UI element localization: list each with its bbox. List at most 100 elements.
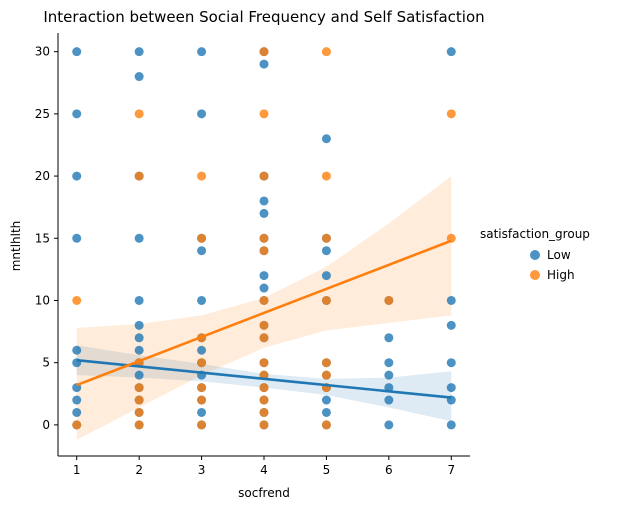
data-point-high: [259, 333, 269, 343]
data-point-high: [134, 407, 144, 417]
y-tick-label: 30: [35, 45, 50, 59]
data-point-low: [446, 358, 456, 368]
data-point-high: [197, 420, 207, 430]
data-point-high: [321, 420, 331, 430]
data-point-low: [134, 295, 144, 305]
data-point-low: [384, 370, 394, 380]
data-point-high: [321, 295, 331, 305]
legend: satisfaction_group Low High: [480, 227, 590, 282]
legend-label-high: High: [547, 268, 575, 282]
data-point-low: [384, 395, 394, 405]
data-point-high: [134, 395, 144, 405]
data-point-high: [321, 233, 331, 243]
data-point-high: [72, 295, 82, 305]
data-point-high: [197, 383, 207, 393]
data-point-low: [384, 420, 394, 430]
data-point-low: [197, 407, 207, 417]
data-point-low: [446, 383, 456, 393]
x-tick-label: 1: [73, 463, 81, 477]
legend-title: satisfaction_group: [480, 227, 590, 241]
data-point-high: [321, 171, 331, 181]
data-point-high: [259, 295, 269, 305]
data-point-high: [134, 383, 144, 393]
data-point-high: [321, 47, 331, 57]
legend-label-low: Low: [547, 248, 571, 262]
data-point-high: [134, 171, 144, 181]
data-point-low: [384, 358, 394, 368]
data-point-high: [321, 370, 331, 380]
data-point-high: [259, 109, 269, 119]
data-point-low: [446, 420, 456, 430]
data-point-low: [72, 171, 82, 181]
data-point-low: [134, 333, 144, 343]
y-tick-label: 10: [35, 293, 50, 307]
data-point-low: [384, 333, 394, 343]
y-tick-label: 0: [42, 418, 50, 432]
data-point-low: [446, 295, 456, 305]
data-point-high: [259, 246, 269, 256]
data-point-high: [259, 358, 269, 368]
y-tick-label: 20: [35, 169, 50, 183]
data-point-high: [259, 420, 269, 430]
data-point-low: [446, 320, 456, 330]
y-axis-label: mntlhlth: [9, 221, 23, 272]
data-point-low: [321, 395, 331, 405]
legend-marker-high: [530, 270, 540, 280]
data-point-low: [321, 271, 331, 281]
data-point-low: [259, 59, 269, 69]
data-point-low: [134, 72, 144, 82]
data-point-low: [259, 283, 269, 293]
data-point-high: [259, 395, 269, 405]
y-tick-label: 5: [42, 356, 50, 370]
data-point-low: [321, 246, 331, 256]
data-point-low: [72, 109, 82, 119]
data-point-low: [134, 320, 144, 330]
data-point-high: [72, 420, 82, 430]
data-point-high: [259, 383, 269, 393]
data-point-high: [197, 171, 207, 181]
x-tick-label: 5: [323, 463, 331, 477]
y-tick-label: 15: [35, 231, 50, 245]
y-tick-label: 25: [35, 107, 50, 121]
x-tick-label: 4: [260, 463, 268, 477]
legend-marker-low: [530, 250, 540, 260]
x-tick-label: 2: [135, 463, 143, 477]
data-point-low: [259, 196, 269, 206]
data-point-high: [134, 420, 144, 430]
data-point-high: [134, 109, 144, 119]
data-point-high: [197, 233, 207, 243]
data-point-high: [259, 320, 269, 330]
data-point-low: [321, 407, 331, 417]
data-point-low: [134, 370, 144, 380]
regression-line-low: [76, 358, 452, 399]
data-point-low: [446, 47, 456, 57]
data-point-low: [134, 47, 144, 57]
data-point-high: [321, 358, 331, 368]
data-point-low: [72, 233, 82, 243]
regression-lines: [76, 239, 452, 399]
data-point-low: [72, 47, 82, 57]
data-point-high: [197, 395, 207, 405]
data-point-low: [197, 47, 207, 57]
x-tick-label: 7: [447, 463, 455, 477]
data-point-low: [259, 208, 269, 218]
regression-line-high: [76, 239, 452, 387]
data-point-high: [259, 233, 269, 243]
axes: 1 2 3 4 5 6 7 0 5 10 15 20 25 30: [35, 33, 470, 477]
x-tick-label: 3: [198, 463, 206, 477]
data-point-high: [197, 358, 207, 368]
data-point-low: [72, 345, 82, 355]
data-point-low: [134, 345, 144, 355]
data-point-low: [197, 246, 207, 256]
data-point-low: [72, 407, 82, 417]
x-axis-label: socfrend: [238, 486, 290, 500]
data-point-low: [197, 295, 207, 305]
data-point-low: [72, 395, 82, 405]
data-point-low: [259, 271, 269, 281]
data-point-low: [321, 134, 331, 144]
data-point-low: [197, 109, 207, 119]
data-point-low: [134, 233, 144, 243]
data-point-high: [259, 407, 269, 417]
data-point-high: [259, 47, 269, 57]
